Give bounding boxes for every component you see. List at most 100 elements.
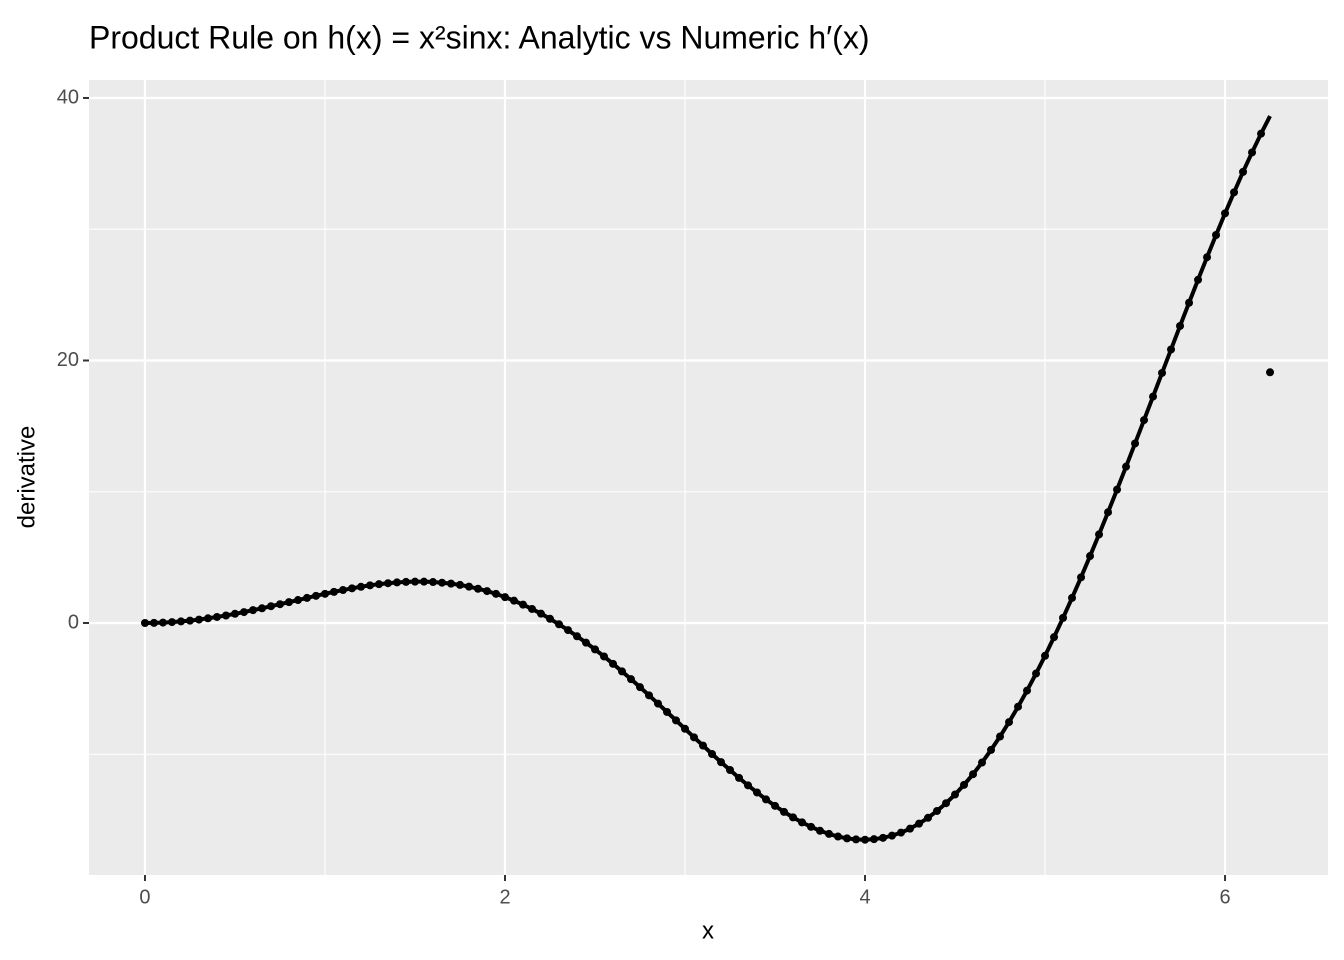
data-point xyxy=(1203,253,1212,262)
data-point xyxy=(501,593,510,602)
data-point xyxy=(987,745,996,754)
data-point xyxy=(311,591,320,600)
data-point xyxy=(419,577,428,586)
data-point xyxy=(248,606,257,615)
data-point xyxy=(167,618,176,627)
x-tick-label: 4 xyxy=(859,886,870,908)
data-point xyxy=(1230,188,1239,197)
data-point xyxy=(338,586,347,595)
data-point xyxy=(762,795,771,804)
data-point xyxy=(627,675,636,684)
data-point xyxy=(1266,368,1275,377)
data-point xyxy=(582,638,591,647)
x-tick-label: 0 xyxy=(139,886,150,908)
data-point xyxy=(1068,593,1077,602)
data-point xyxy=(329,587,338,596)
data-point xyxy=(410,577,419,586)
data-point xyxy=(852,835,861,844)
data-point xyxy=(1185,298,1194,307)
data-point xyxy=(194,615,203,624)
data-point xyxy=(1014,702,1023,711)
data-point xyxy=(843,834,852,843)
data-point xyxy=(924,813,933,822)
data-point xyxy=(789,813,798,822)
data-point xyxy=(735,773,744,782)
data-point xyxy=(1023,686,1032,695)
data-point xyxy=(546,614,555,623)
data-point xyxy=(212,612,221,621)
data-point xyxy=(1122,462,1131,471)
data-point xyxy=(645,691,654,700)
data-point xyxy=(780,807,789,816)
data-point xyxy=(591,645,600,654)
data-point xyxy=(726,765,735,774)
data-point xyxy=(374,580,383,589)
data-point xyxy=(158,618,167,627)
data-point xyxy=(1176,321,1185,330)
data-point xyxy=(221,611,230,620)
data-point xyxy=(176,617,185,626)
data-point xyxy=(185,616,194,625)
data-point xyxy=(573,632,582,641)
data-point xyxy=(690,733,699,742)
data-point xyxy=(491,589,500,598)
data-point xyxy=(239,608,248,617)
y-axis-title: derivative xyxy=(13,426,40,529)
data-point xyxy=(708,749,717,758)
data-point xyxy=(1095,530,1104,539)
data-point xyxy=(978,758,987,767)
data-point xyxy=(365,581,374,590)
x-tick-label: 2 xyxy=(499,886,510,908)
data-point xyxy=(870,835,879,844)
data-point xyxy=(771,801,780,810)
data-point xyxy=(888,831,897,840)
data-point xyxy=(1050,633,1059,642)
data-point xyxy=(753,788,762,797)
data-point xyxy=(969,770,978,779)
data-point xyxy=(609,659,618,668)
data-point xyxy=(681,724,690,733)
data-point xyxy=(528,604,537,613)
data-point xyxy=(960,780,969,789)
data-point xyxy=(473,584,482,593)
data-point xyxy=(942,799,951,808)
data-point xyxy=(464,582,473,591)
data-point xyxy=(1221,209,1230,218)
data-point xyxy=(1104,508,1113,517)
data-point xyxy=(951,790,960,799)
data-point xyxy=(149,618,158,627)
data-point xyxy=(1248,148,1257,157)
data-point xyxy=(636,683,645,692)
data-point xyxy=(906,824,915,833)
data-point xyxy=(825,829,834,838)
data-point xyxy=(392,578,401,587)
data-point xyxy=(1077,573,1086,582)
data-point xyxy=(717,758,726,767)
data-point xyxy=(140,618,149,627)
data-point xyxy=(537,609,546,618)
data-point xyxy=(816,826,825,835)
data-point xyxy=(798,818,807,827)
data-point xyxy=(1131,439,1140,448)
data-point xyxy=(1167,345,1176,354)
data-point xyxy=(437,578,446,587)
y-tick-label: 20 xyxy=(57,349,79,371)
y-tick-label: 0 xyxy=(68,611,79,633)
data-point xyxy=(519,600,528,609)
data-point xyxy=(257,604,266,613)
data-point xyxy=(933,806,942,815)
data-point xyxy=(1059,613,1068,622)
y-tick-label: 40 xyxy=(57,86,79,108)
data-point xyxy=(915,819,924,828)
data-point xyxy=(564,626,573,635)
data-point xyxy=(1032,669,1041,678)
data-point xyxy=(293,596,302,605)
data-point xyxy=(600,652,609,661)
data-point xyxy=(428,578,437,587)
data-point xyxy=(861,835,870,844)
data-point xyxy=(672,716,681,725)
data-point xyxy=(1149,392,1158,401)
data-point xyxy=(275,600,284,609)
data-point xyxy=(356,582,365,591)
